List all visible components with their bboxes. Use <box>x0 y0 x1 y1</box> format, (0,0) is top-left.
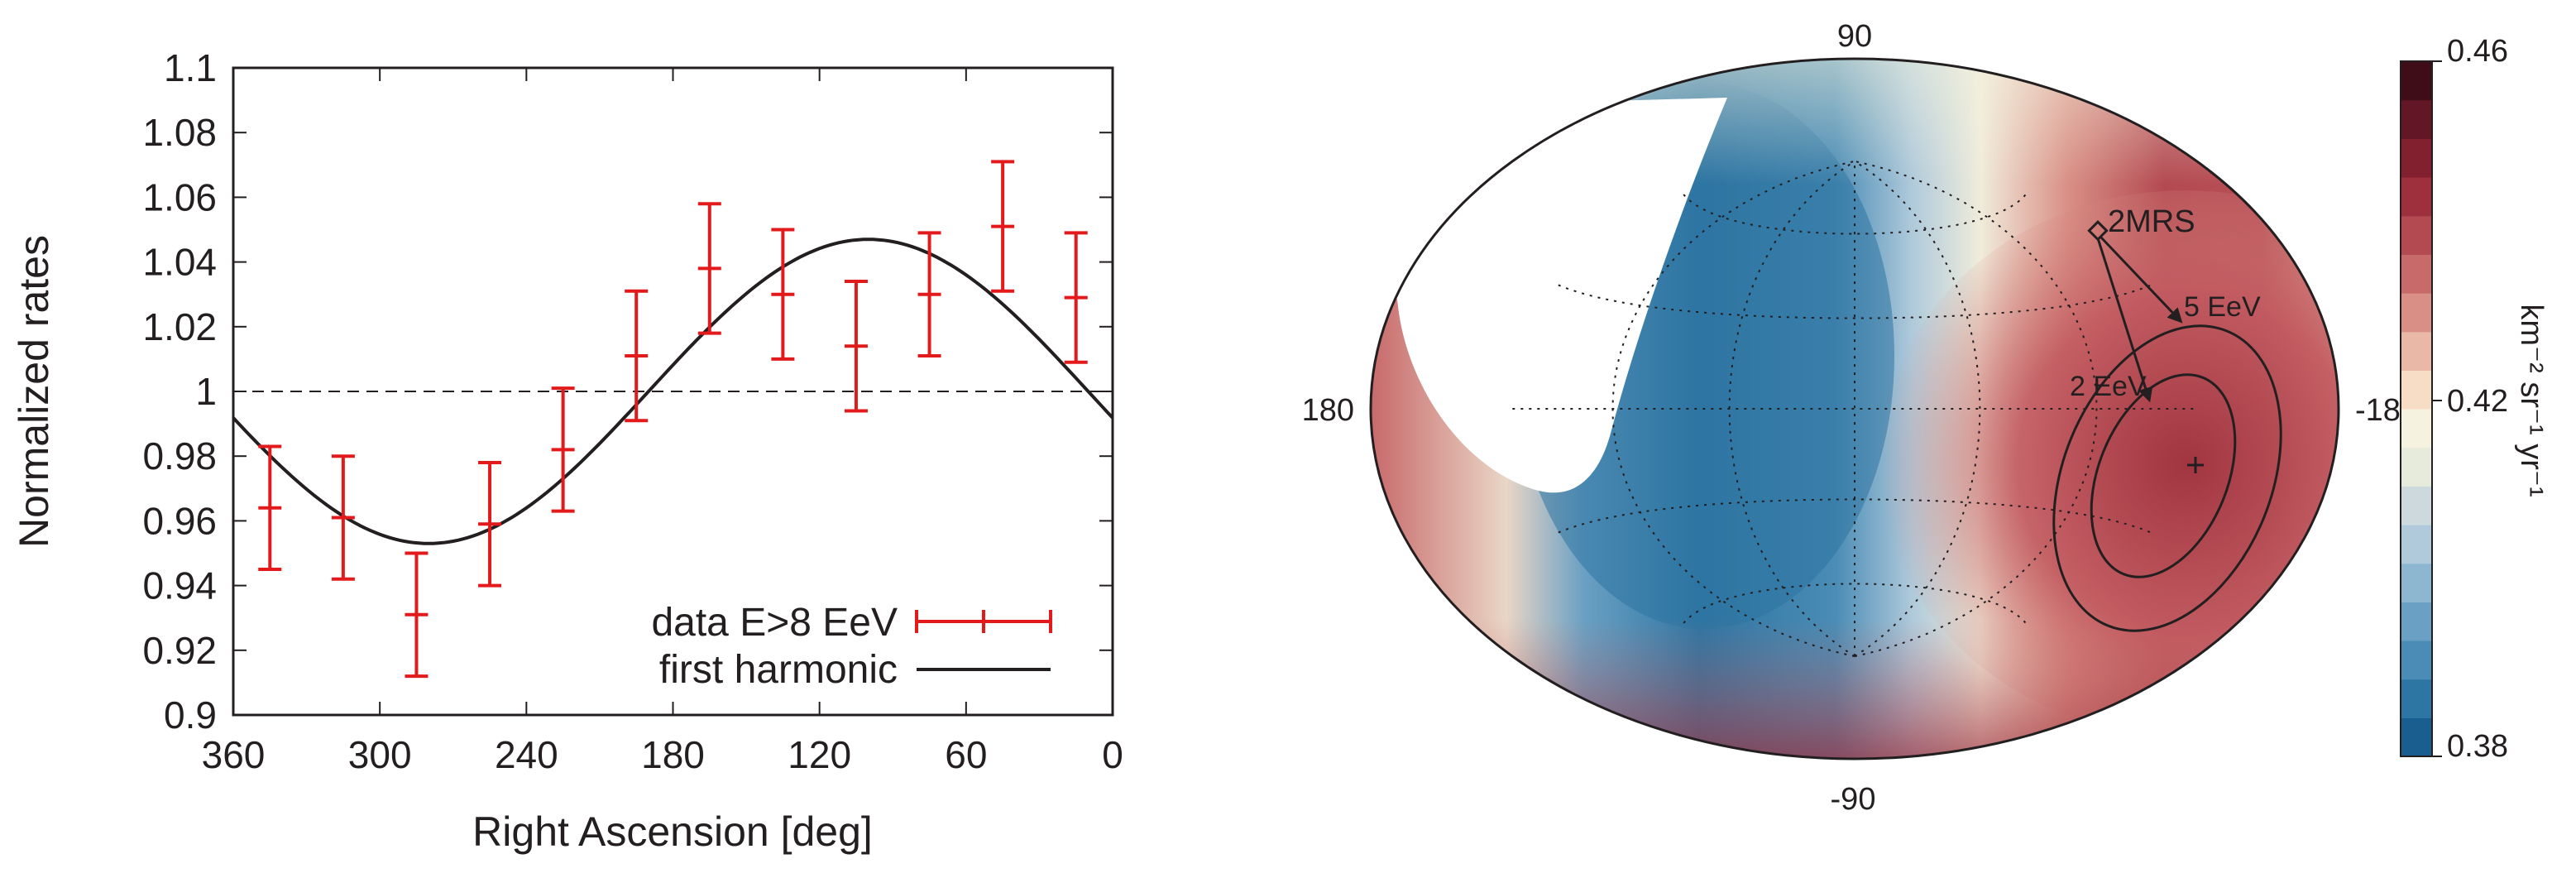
dipole-direction-marker <box>2187 457 2204 473</box>
colorbar-swatch <box>2401 370 2432 410</box>
data-point <box>991 160 1015 293</box>
colorbar-min-label: 0.38 <box>2447 729 2508 764</box>
colorbar-swatch <box>2401 447 2432 487</box>
2mrs-marker <box>2087 219 2109 242</box>
y-tick-label: 1.06 <box>142 175 217 218</box>
data-point <box>331 454 355 581</box>
y-axis-ticks: 0.9 0.92 0.94 0.96 0.98 1 1.02 1.04 1.06 1.08 1.1 <box>142 46 1113 736</box>
colorbar-swatch <box>2401 409 2432 449</box>
y-tick-label: 0.94 <box>142 564 217 607</box>
colorbar-swatches <box>2401 61 2432 757</box>
x-axis-title: Right Ascension [deg] <box>472 808 873 855</box>
data-point <box>771 228 795 361</box>
x-tick-label: 60 <box>945 733 987 776</box>
sky-map: 2MRS 5 EeV 2 EeV 90 -90 180 -180 0.46 0.… <box>1302 19 2549 817</box>
map-boundary <box>1369 57 2340 760</box>
y-tick-label: 1 <box>195 370 217 413</box>
colorbar-max-label: 0.46 <box>2447 34 2508 69</box>
data-point <box>625 289 649 423</box>
legend-label-data: data E>8 EeV <box>651 601 898 645</box>
graticule-meridian <box>1854 160 2098 658</box>
2mrs-label: 2MRS <box>2108 204 2195 239</box>
colorbar-swatch <box>2401 602 2432 641</box>
data-point <box>697 202 721 335</box>
colorbar-swatch <box>2401 641 2432 680</box>
lon-label-left: 180 <box>1302 393 1354 428</box>
y-tick-label: 1.02 <box>142 305 217 348</box>
x-axis-ticks: 360 300 240 180 120 60 0 <box>202 68 1123 776</box>
graticule <box>1512 160 2197 658</box>
colorbar-unit-label: km⁻² sr⁻¹ yr⁻¹ <box>2514 304 2549 497</box>
x-tick-label: 120 <box>788 733 851 776</box>
arrow-5-eev <box>2100 236 2183 324</box>
colorbar-swatch <box>2401 679 2432 718</box>
rates-chart: 0.90.920.940.960.9811.021.041.061.081.1 … <box>11 46 1123 855</box>
data-point <box>405 551 429 679</box>
colorbar: 0.46 0.42 0.38 km⁻² sr⁻¹ yr⁻¹ <box>2400 34 2549 764</box>
colorbar-swatch <box>2401 525 2432 564</box>
y-axis-title: Normalized rates <box>11 235 57 548</box>
data-point <box>844 280 868 413</box>
plot-frame <box>232 66 1114 717</box>
legend-swatch-data <box>915 610 1052 633</box>
colorbar-swatch <box>2401 486 2432 525</box>
colorbar-swatch <box>2401 717 2432 757</box>
colorbar-swatch <box>2401 177 2432 217</box>
y-tick-label: 1.04 <box>142 241 217 284</box>
y-tick-label: 0.96 <box>142 499 217 542</box>
data-points <box>258 160 1088 679</box>
colorbar-swatch <box>2401 215 2432 255</box>
y-tick-label: 0.98 <box>142 434 217 477</box>
colorbar-mid-label: 0.42 <box>2447 384 2508 419</box>
colorbar-swatch <box>2401 99 2432 139</box>
graticule-meridian <box>1611 160 1855 658</box>
graticule-parallel <box>1558 284 2152 319</box>
colorbar-frame <box>2400 60 2433 757</box>
arrow-2-eev <box>2096 237 2153 403</box>
data-point <box>258 444 282 572</box>
label-5-eev: 5 EeV <box>2184 291 2261 323</box>
legend: data E>8 EeV first harmonic <box>651 601 1052 692</box>
y-tick-label: 0.92 <box>142 629 217 672</box>
y-tick-label: 1.08 <box>142 111 217 154</box>
x-tick-label: 240 <box>495 733 558 776</box>
colorbar-swatch <box>2401 331 2432 371</box>
lat-label-south: -90 <box>1831 782 1876 817</box>
colorbar-swatch <box>2401 138 2432 178</box>
colorbar-swatch <box>2401 254 2432 294</box>
colorbar-swatch <box>2401 61 2432 101</box>
label-2-eev: 2 EeV <box>2070 371 2147 402</box>
y-tick-label: 1.1 <box>164 46 217 89</box>
x-tick-label: 360 <box>202 733 266 776</box>
colorbar-swatch <box>2401 563 2432 602</box>
first-harmonic-curve <box>233 237 1113 545</box>
dipole-contours <box>2052 324 2282 632</box>
data-point <box>917 231 941 357</box>
graticule-meridian <box>1728 161 1855 657</box>
x-tick-label: 180 <box>641 733 705 776</box>
lat-label-north: 90 <box>1837 19 1872 54</box>
data-point <box>478 461 502 588</box>
x-tick-label: 0 <box>1102 733 1123 776</box>
legend-label-harmonic: first harmonic <box>659 648 898 692</box>
data-point <box>1064 231 1088 364</box>
colorbar-swatch <box>2401 293 2432 333</box>
x-tick-label: 300 <box>348 733 412 776</box>
y-tick-label: 0.9 <box>164 693 217 736</box>
graticule-meridian <box>1854 161 1981 657</box>
colorbar-ticks <box>2432 60 2442 757</box>
data-point <box>551 386 575 513</box>
